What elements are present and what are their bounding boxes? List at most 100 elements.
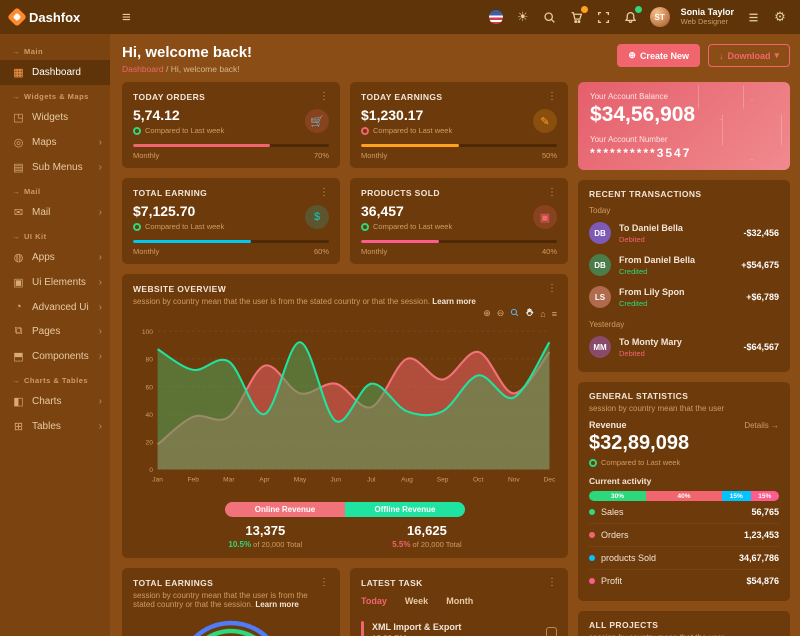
activity-stacked-bar: 30% 40% 15% 15%: [589, 491, 779, 501]
svg-text:Apr: Apr: [259, 477, 270, 484]
avatar: LS: [589, 286, 611, 308]
stat-card-value: 36,457: [361, 203, 404, 219]
sidebar-item-components[interactable]: ⬒ Components ›: [0, 344, 110, 369]
stat-progress-bar: [133, 240, 329, 243]
topbar-actions: ☀ ST Sonia Taylor Web Des: [488, 6, 788, 27]
balance-label: Your Account Balance: [590, 92, 668, 101]
tab-week[interactable]: Week: [404, 596, 429, 606]
website-overview-card: WEBSITE OVERVIEW ⋮ session by country me…: [122, 274, 568, 558]
page-head: Hi, welcome back! Dashboard / Hi, welcom…: [122, 44, 790, 74]
breadcrumb-parent[interactable]: Dashboard: [122, 64, 164, 74]
language-flag-icon[interactable]: [488, 9, 504, 25]
sidebar-item-charts[interactable]: ◧ Charts ›: [0, 389, 110, 414]
zoom-in-icon[interactable]: ⊕: [483, 308, 491, 318]
legend-online-revenue[interactable]: Online Revenue: [225, 502, 345, 517]
svg-text:Jul: Jul: [367, 477, 376, 484]
avatar: MM: [589, 336, 611, 358]
stat-percent-label: 70%: [313, 151, 329, 160]
notifications-badge: [634, 6, 642, 13]
stat-card-products-sold: PRODUCTS SOLD ⋮ 36,457 Compared to Last wee…: [350, 178, 568, 264]
compare-icon: [361, 222, 369, 231]
sidebar-item-label: Dashboard: [32, 67, 81, 78]
sidebar-item-widgets[interactable]: ◳ Widgets: [0, 105, 110, 130]
card-menu-icon[interactable]: ⋮: [547, 283, 557, 294]
svg-text:Jan: Jan: [152, 477, 163, 484]
charts-icon: ◧: [13, 396, 24, 408]
sidebar-nav: → Main ▦ Dashboard → Widgets & Maps ◳ Widgets ◎ M…: [0, 34, 110, 445]
tab-month[interactable]: Month: [446, 596, 474, 606]
zoom-out-icon[interactable]: ⊖: [496, 308, 505, 318]
sidebar-item-label: Components: [32, 351, 89, 362]
main-area: ≡ ☀ ST Soni: [110, 0, 800, 636]
sidebar-item-ui-elements[interactable]: ▣ Ui Elements ›: [0, 270, 110, 295]
task-checkbox[interactable]: [546, 626, 557, 636]
download-button[interactable]: ↓ Download ▾: [707, 44, 790, 67]
legend-offline-revenue[interactable]: Offline Revenue: [345, 502, 465, 517]
sidebar-toggle-icon[interactable]: ≡: [122, 8, 131, 26]
sidebar-item-tables[interactable]: ⊞ Tables ›: [0, 414, 110, 439]
general-statistics-title: GENERAL STATISTICS: [589, 391, 689, 401]
menu-lines-icon[interactable]: [745, 9, 761, 25]
details-link[interactable]: Details →: [744, 420, 779, 430]
stat-progress-bar: [361, 240, 557, 243]
learn-more-link[interactable]: Learn more: [255, 600, 299, 609]
advanced-ui-icon: ◔: [15, 301, 22, 313]
fullscreen-icon[interactable]: [596, 9, 612, 25]
sidebar-item-mail[interactable]: ✉ Mail ›: [0, 200, 110, 225]
search-icon[interactable]: [542, 9, 558, 25]
transaction-row[interactable]: LS From Lily Spon Credited +$6,789: [589, 281, 779, 313]
transaction-row[interactable]: DB From Daniel Bella Credited +$54,675: [589, 249, 779, 281]
svg-text:20: 20: [146, 440, 154, 447]
statistic-row: Profit $54,876: [589, 570, 779, 592]
hexagon-decoration: [698, 82, 744, 120]
sidebar-item-advanced-ui[interactable]: ◔ Advanced Ui ›: [0, 295, 110, 319]
transaction-row[interactable]: MM To Monty Mary Debited -$64,567: [589, 331, 779, 363]
card-menu-icon[interactable]: ⋮: [547, 577, 557, 588]
user-meta[interactable]: Sonia Taylor Web Designer: [681, 7, 734, 26]
card-menu-icon[interactable]: ⋮: [319, 187, 329, 198]
pan-hand-icon[interactable]: [525, 308, 534, 319]
card-menu-icon[interactable]: ⋮: [547, 187, 557, 198]
sidebar-item-dashboard[interactable]: ▦ Dashboard: [0, 60, 110, 85]
activity-segment: 15%: [722, 491, 751, 501]
tab-today[interactable]: Today: [361, 596, 387, 606]
sidebar-item-sub-menus[interactable]: ▤ Sub Menus ›: [0, 155, 110, 180]
user-avatar[interactable]: ST: [649, 7, 670, 27]
create-new-button[interactable]: ⊕ Create New: [617, 44, 700, 67]
sidebar-item-pages[interactable]: ⧉ Pages ›: [0, 319, 110, 344]
theme-sun-icon[interactable]: ☀: [516, 9, 529, 24]
card-menu-icon[interactable]: ⋮: [319, 577, 329, 588]
app-logo[interactable]: Dashfox: [0, 0, 110, 34]
cart-badge: [580, 6, 588, 13]
general-statistics-subtitle: session by country mean that the user: [589, 404, 725, 413]
chevron-right-icon: ›: [98, 351, 102, 362]
latest-task-title: LATEST TASK: [361, 577, 423, 588]
topbar: ≡ ☀ ST Soni: [110, 0, 800, 34]
sidebar-item-maps[interactable]: ◎ Maps ›: [0, 130, 110, 155]
transaction-name: To Monty Mary: [619, 336, 682, 347]
hexagon-decoration: [722, 100, 782, 160]
card-menu-icon[interactable]: ⋮: [547, 91, 557, 102]
settings-gear-icon[interactable]: ⚙: [774, 9, 786, 24]
chart-menu-icon[interactable]: ≡: [551, 308, 557, 319]
learn-more-link[interactable]: Learn more: [432, 297, 476, 306]
chevron-right-icon: ›: [98, 162, 102, 173]
stat-card-compare: Compared to Last week: [361, 222, 452, 231]
stat-card-compare: Compared to Last week: [133, 222, 224, 231]
selection-zoom-icon[interactable]: [510, 308, 519, 319]
task-color-stripe: [361, 621, 364, 636]
svg-text:60: 60: [146, 384, 154, 391]
stat-card-today-earnings: TODAY EARNINGS ⋮ $1,230.17 Compared to Last…: [350, 82, 568, 168]
task-list: XML Import & Export12:00 PMDatabase Opti…: [361, 615, 557, 636]
notifications-bell-icon[interactable]: [623, 6, 642, 25]
sidebar-item-apps[interactable]: ◍ Apps ›: [0, 245, 110, 270]
card-menu-icon[interactable]: ⋮: [319, 91, 329, 102]
summary-value: 16,625: [407, 523, 447, 538]
transaction-row[interactable]: DB To Daniel Bella Debited -$32,456: [589, 217, 779, 249]
svg-text:Mar: Mar: [223, 477, 235, 484]
statistic-value: 34,67,786: [738, 553, 779, 563]
revenue-value: $32,89,098: [589, 432, 690, 454]
cart-icon[interactable]: [569, 6, 588, 25]
breadcrumb: Dashboard / Hi, welcome back!: [122, 64, 252, 74]
home-reset-icon[interactable]: ⌂: [540, 308, 546, 319]
